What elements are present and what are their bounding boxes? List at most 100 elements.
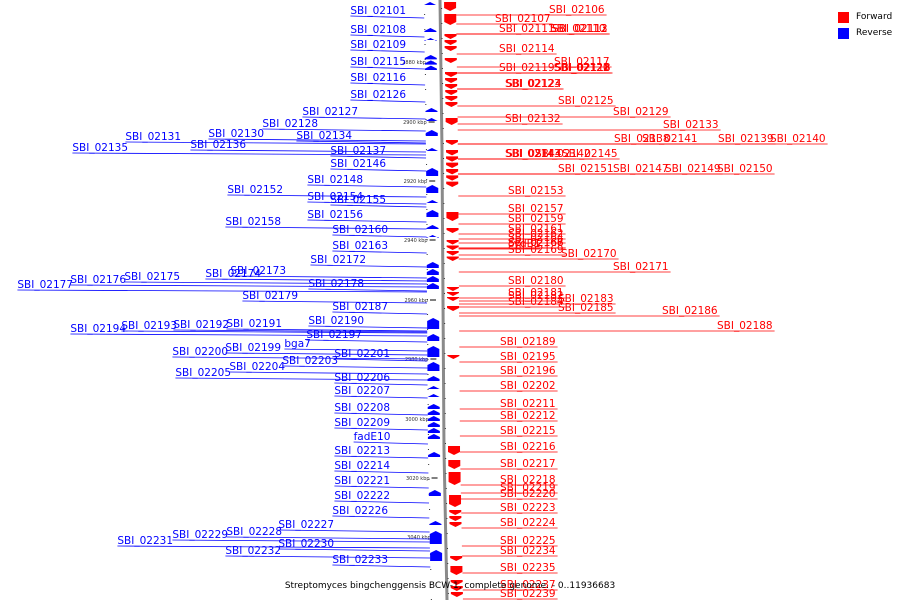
forward-gene-arrow [445,118,458,125]
forward-gene-arrow [446,162,459,168]
minor-tick [445,458,447,459]
minor-tick [426,224,428,225]
minor-tick [425,89,427,90]
reverse-leader-line [306,339,428,343]
forward-genes [444,2,463,597]
reverse-gene-label: SBI_02135 [72,142,128,154]
forward-gene-label: SBI_02183 [558,293,614,305]
forward-gene-label: SBI_02188 [717,320,773,332]
reverse-gene-label: SBI_02227 [278,519,334,531]
reverse-leader-line [334,358,428,362]
reverse-leader-line [353,441,428,445]
forward-gene-label: SBI_02235 [500,562,556,574]
minor-tick [446,533,448,534]
reverse-gene-label: SBI_02155 [330,194,386,206]
forward-gene-label: SBI_02132 [505,113,561,125]
minor-tick [444,383,446,384]
reverse-leader-line [330,155,427,159]
reverse-gene-label: SBI_02156 [307,209,363,221]
legend-item-reverse: Reverse [838,25,892,41]
reverse-leader-line [125,141,426,145]
forward-gene-label: SBI_02140 [770,133,826,145]
minor-tick [427,404,429,405]
reverse-gene-label: SBI_02194 [70,323,126,335]
reverse-gene-label: SBI_02172 [310,254,366,266]
reverse-leader-line [334,500,430,504]
forward-gene-label: SBI_02153 [508,185,564,197]
forward-gene-arrow [446,150,459,156]
reverse-gene-label: fadE10 [354,431,391,443]
reverse-gene-arrow [427,404,440,409]
reverse-leader-line [308,288,427,292]
forward-gene-label: SBI_02110 [550,23,606,35]
forward-gene-label: SBI_02121 [554,62,610,74]
reverse-gene-label: SBI_02109 [350,39,406,51]
reverse-leader-line [225,555,431,559]
reverse-leader-line [332,250,427,254]
reverse-gene-label: SBI_02179 [242,290,298,302]
reverse-leader-line [332,311,428,315]
minor-tick [443,248,445,249]
minor-tick [443,233,445,234]
forward-gene-arrow [449,495,462,507]
forward-gene-label: SBI_02119 [499,62,555,74]
minor-tick [424,14,426,15]
reverse-leader-line [310,264,427,268]
reverse-gene-label: SBI_02206 [334,372,390,384]
forward-gene-label: SBI_02211 [500,398,556,410]
minor-tick [429,509,431,510]
reverse-gene-arrow [426,210,439,217]
forward-gene-label: SBI_02144 [506,148,562,160]
scale-tick-label: 3040 kbp [407,535,431,541]
forward-gene-arrow [444,46,457,51]
forward-gene-label: SBI_02162 [508,228,564,240]
minor-tick [443,263,445,264]
forward-gene-label: SBI_02166 [508,237,564,249]
reverse-gene-arrow [424,55,437,60]
forward-gene-label: SBI_02157 [508,203,564,215]
forward-gene-label: SBI_02184 [508,296,564,308]
minor-tick [428,464,430,465]
reverse-gene-label: SBI_02126 [350,89,406,101]
reverse-leader-line [334,485,429,489]
forward-gene-arrow [449,510,462,515]
minor-tick [442,83,444,84]
forward-gene-label: SBI_02237 [500,579,556,591]
forward-gene-label: SBI_02189 [500,336,556,348]
forward-gene-label: SBI_02181 [508,287,564,299]
reverse-leader-line [330,168,427,172]
minor-tick [442,128,444,129]
forward-gene-arrow [445,78,458,83]
minor-tick [425,119,427,120]
reverse-gene-arrow [427,394,440,397]
reverse-leader-line [332,564,431,568]
reverse-leader-line [225,226,427,230]
minor-tick [446,503,448,504]
reverse-gene-label: SBI_02115 [350,56,406,68]
forward-gene-label: SBI_02186 [662,305,718,317]
forward-gene-label: SBI_02167 [508,237,564,249]
reverse-gene-label: SBI_02173 [230,265,286,277]
reverse-gene-label: SBI_02127 [302,106,358,118]
forward-gene-label: SBI_02212 [500,410,556,422]
forward-gene-label: SBI_02171 [613,261,669,273]
reverse-gene-label: SBI_02131 [125,131,181,143]
forward-gene-label: SBI_02149 [665,163,721,175]
forward-gene-label: SBI_02133 [663,119,719,131]
reverse-leader-line [226,536,430,540]
reverse-gene-arrow [427,346,440,357]
forward-gene-label: SBI_02234 [500,545,556,557]
minor-tick [443,188,445,189]
reverse-gene-arrow [427,416,440,421]
reverse-leader-line [208,138,426,142]
minor-tick [447,563,449,564]
forward-gene-arrow [450,580,463,585]
genome-caption: Streptomyces bingchenggensis BCW-1, comp… [285,581,615,591]
reverse-leader-line [17,289,427,293]
reverse-leader-line [226,328,428,332]
reverse-leader-line [307,184,427,188]
reverse-gene-arrow [427,376,440,381]
forward-gene-label: SBI_02143 [505,148,561,160]
minor-tick [426,209,428,210]
reverse-leader-line [350,34,425,38]
